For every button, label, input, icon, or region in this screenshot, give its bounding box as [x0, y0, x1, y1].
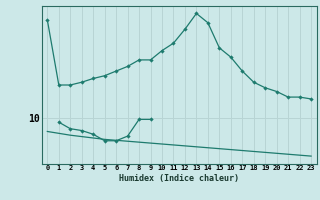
X-axis label: Humidex (Indice chaleur): Humidex (Indice chaleur) [119, 174, 239, 183]
